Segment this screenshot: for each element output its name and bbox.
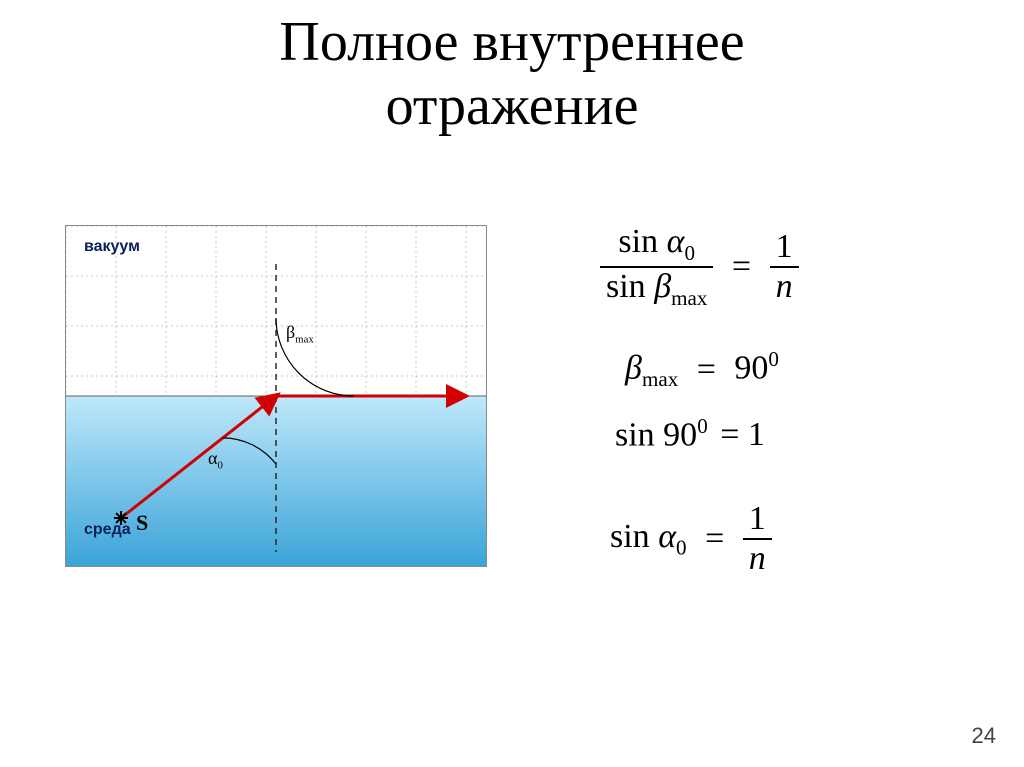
medium-label: среда	[84, 521, 131, 538]
title-line-2: отражение	[386, 75, 639, 137]
formula-1: sin α0 sin βmax = 1 n	[600, 225, 970, 309]
formula-area: sin α0 sin βmax = 1 n βmax = 900 sin 900…	[570, 225, 970, 602]
formula-1-lhs: sin α0 sin βmax	[600, 225, 713, 309]
slide: Полное внутреннее отражение	[0, 0, 1024, 767]
formula-2: βmax = 900	[625, 349, 970, 390]
formula-4: sin α0 = 1 n	[610, 502, 970, 576]
refraction-diagram: S вакуум среда α0 βmax	[65, 225, 487, 567]
source-label: S	[136, 510, 148, 535]
title-line-1: Полное внутреннее	[279, 11, 744, 73]
slide-title: Полное внутреннее отражение	[0, 10, 1024, 139]
formula-3: sin 900 = 1	[615, 416, 970, 452]
diagram-svg: S вакуум среда α0 βmax	[66, 226, 486, 566]
formula-1-rhs: 1 n	[770, 230, 799, 304]
vacuum-label: вакуум	[84, 238, 140, 255]
page-number: 24	[972, 723, 996, 749]
formula-4-rhs: 1 n	[743, 502, 772, 576]
